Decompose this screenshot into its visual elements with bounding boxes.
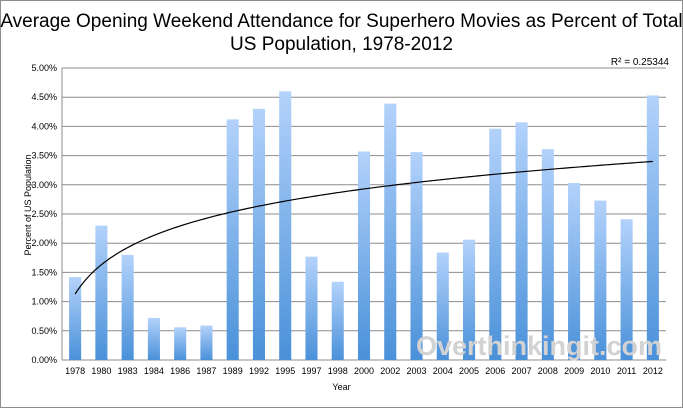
y-tick-label: 2.00% xyxy=(31,238,57,248)
bar-1995 xyxy=(279,91,292,361)
x-tick-label: 1998 xyxy=(328,366,348,376)
x-tick-label: 2008 xyxy=(538,366,558,376)
x-tick-label: 1978 xyxy=(65,366,85,376)
bar-1989 xyxy=(226,119,239,360)
bar-2002 xyxy=(384,103,397,361)
trendline xyxy=(74,160,653,295)
bar-2008 xyxy=(541,149,554,360)
bar-2006 xyxy=(489,128,502,360)
chart-title: Average Opening Weekend Attendance for S… xyxy=(0,10,683,56)
bar-2005 xyxy=(463,239,476,360)
x-tick-label: 2006 xyxy=(485,366,505,376)
x-tick-label: 1986 xyxy=(170,366,190,376)
bar-2004 xyxy=(436,252,449,360)
x-tick-label: 1989 xyxy=(223,366,243,376)
bar-2007 xyxy=(515,122,528,360)
x-tick-label: 1995 xyxy=(275,366,295,376)
chart-title-line1: Average Opening Weekend Attendance for S… xyxy=(0,11,683,32)
x-tick-label: 2010 xyxy=(590,366,610,376)
bar-1987 xyxy=(200,325,213,360)
x-tick-label: 2002 xyxy=(380,366,400,376)
x-tick-labels: 1978 1980 1983 1984 1986 1987 1989 1992 1995 1997… xyxy=(65,366,663,376)
bars xyxy=(69,91,659,361)
bar-1997 xyxy=(305,256,318,360)
x-tick-label: 1992 xyxy=(249,366,269,376)
bar-1983 xyxy=(121,254,134,360)
y-tick-label: 1.00% xyxy=(31,297,57,307)
y-tick-label: 5.00% xyxy=(31,63,57,73)
bar-1998 xyxy=(331,281,344,360)
bar-1984 xyxy=(147,317,160,360)
y-tick-label: 3.50% xyxy=(31,151,57,161)
x-tick-label: 1997 xyxy=(301,366,321,376)
bar-2012 xyxy=(646,95,659,360)
x-tick-label: 2000 xyxy=(354,366,374,376)
x-tick-label: 2011 xyxy=(617,366,636,376)
bar-2011 xyxy=(620,219,633,360)
bar-2010 xyxy=(594,200,607,360)
y-tick-label: 4.00% xyxy=(31,121,57,131)
x-tick-label: 1983 xyxy=(118,366,138,376)
x-tick-label: 2009 xyxy=(564,366,584,376)
x-tick-label: 2007 xyxy=(512,366,532,376)
x-tick-label: 2005 xyxy=(459,366,479,376)
r-squared-annotation: R² = 0.25344 xyxy=(610,57,669,68)
x-tick-label: 2012 xyxy=(643,366,663,376)
bar-1978 xyxy=(69,277,82,360)
bar-1992 xyxy=(252,108,265,360)
x-tick-label: 1980 xyxy=(91,366,111,376)
x-tick-label: 1984 xyxy=(144,366,164,376)
bar-1986 xyxy=(174,327,187,360)
y-tick-labels: 0.00% 0.50% 1.00% 1.50% 2.00% 2.50% 3.00% 3.50%… xyxy=(31,63,57,365)
y-tick-label: 2.50% xyxy=(31,209,57,219)
chart-title-line2: US Population, 1978-2012 xyxy=(230,34,453,55)
y-tick-label: 1.50% xyxy=(31,267,57,277)
bar-2009 xyxy=(568,183,581,360)
trendline-group xyxy=(74,160,653,295)
y-tick-label: 0.00% xyxy=(31,355,57,365)
bar-1980 xyxy=(95,225,108,360)
x-tick-label: 1987 xyxy=(196,366,216,376)
bar-2003 xyxy=(410,152,423,360)
y-tick-label: 4.50% xyxy=(31,92,57,102)
x-tick-label: 2003 xyxy=(407,366,427,376)
watermark: Overthinkingit.com xyxy=(416,331,662,361)
x-axis-label: Year xyxy=(332,382,351,392)
y-tick-label: 0.50% xyxy=(31,326,57,336)
x-tick-label: 2004 xyxy=(433,366,453,376)
y-tick-label: 3.00% xyxy=(31,180,57,190)
bar-2000 xyxy=(357,151,371,360)
